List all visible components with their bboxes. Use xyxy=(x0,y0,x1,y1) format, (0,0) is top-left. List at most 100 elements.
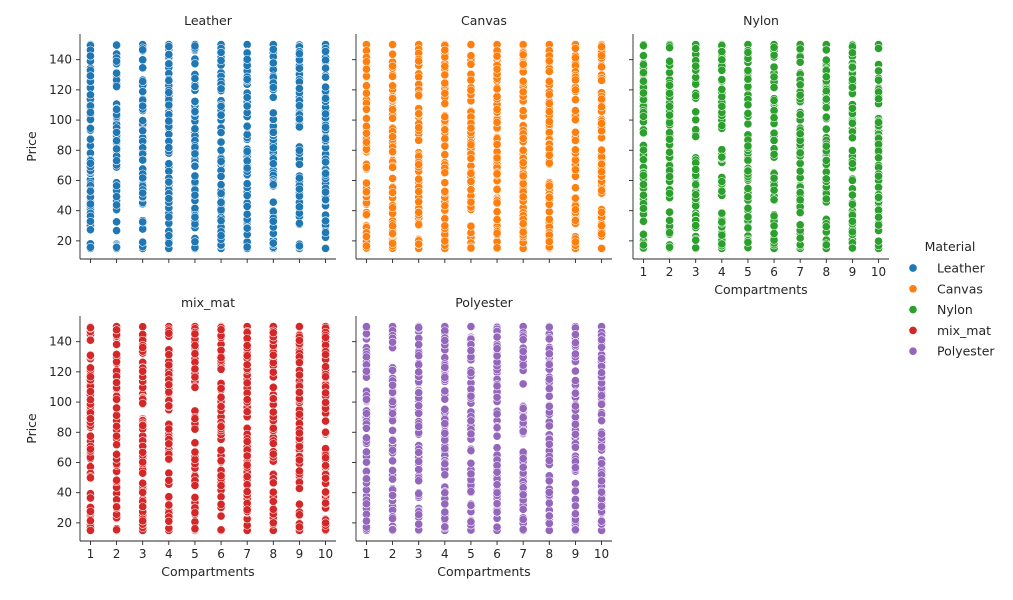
data-point xyxy=(86,108,95,117)
data-point xyxy=(414,448,424,457)
data-point xyxy=(440,386,450,396)
data-point xyxy=(639,155,648,165)
data-point xyxy=(190,59,200,69)
data-point xyxy=(544,158,554,168)
data-point xyxy=(717,152,727,162)
data-point xyxy=(112,449,121,459)
data-point xyxy=(362,322,371,331)
data-point xyxy=(795,195,805,205)
data-point xyxy=(321,216,330,226)
data-point xyxy=(190,455,200,464)
data-point xyxy=(717,208,727,218)
data-point xyxy=(86,516,95,526)
data-point xyxy=(112,411,121,420)
data-point xyxy=(164,500,174,510)
y-tick-label: 100 xyxy=(49,395,72,409)
data-point xyxy=(362,241,371,251)
data-point xyxy=(295,484,304,493)
data-point xyxy=(440,428,450,438)
legend-title: Material xyxy=(925,239,976,254)
data-point xyxy=(86,473,95,483)
y-tick-label: 20 xyxy=(57,516,72,530)
data-point xyxy=(138,502,148,511)
data-point xyxy=(164,76,174,85)
data-point xyxy=(769,43,779,52)
y-tick-label: 100 xyxy=(49,113,72,127)
data-point xyxy=(544,214,554,224)
data-point xyxy=(639,128,648,138)
data-point xyxy=(717,217,727,227)
data-point xyxy=(295,122,304,132)
data-point xyxy=(138,217,148,227)
data-point xyxy=(216,525,226,535)
data-point xyxy=(743,156,753,165)
data-point xyxy=(665,118,674,127)
data-point xyxy=(86,216,95,226)
data-point xyxy=(492,499,502,509)
data-point xyxy=(321,109,330,119)
data-point xyxy=(112,127,121,137)
y-axis-label: Price xyxy=(24,131,39,162)
data-point xyxy=(242,395,252,404)
data-point xyxy=(268,44,278,54)
data-point xyxy=(362,409,371,418)
data-point xyxy=(414,351,424,361)
data-point xyxy=(216,128,226,137)
data-point xyxy=(544,67,554,76)
data-point xyxy=(295,63,304,73)
data-point xyxy=(164,360,174,370)
data-point xyxy=(571,205,580,215)
data-point xyxy=(466,517,476,527)
data-point xyxy=(242,460,252,470)
data-point xyxy=(769,106,779,115)
data-point xyxy=(571,463,580,473)
data-point xyxy=(321,244,330,253)
data-point xyxy=(112,394,121,404)
data-point xyxy=(86,71,95,81)
data-point xyxy=(665,102,674,111)
data-point xyxy=(597,221,606,231)
data-point xyxy=(743,119,753,129)
data-point xyxy=(571,165,580,175)
data-point xyxy=(164,59,174,69)
data-point xyxy=(86,186,95,196)
data-point xyxy=(268,159,278,169)
data-point xyxy=(268,423,278,433)
data-point xyxy=(414,388,424,398)
data-point xyxy=(795,208,805,217)
data-point xyxy=(388,456,397,466)
data-point xyxy=(597,229,606,239)
data-point xyxy=(571,509,580,519)
data-point xyxy=(388,397,397,407)
data-point xyxy=(216,422,226,432)
x-tick-label: 9 xyxy=(572,547,580,561)
data-point xyxy=(597,76,606,85)
data-point xyxy=(691,180,701,190)
data-point xyxy=(112,325,121,335)
data-point xyxy=(665,110,674,120)
data-point xyxy=(388,81,397,91)
data-point xyxy=(639,240,648,250)
data-point xyxy=(440,112,450,122)
data-point xyxy=(492,153,502,163)
data-point xyxy=(112,242,121,252)
data-point xyxy=(795,129,805,139)
data-point xyxy=(821,124,831,134)
data-point xyxy=(544,117,554,126)
data-point xyxy=(571,53,580,63)
data-point xyxy=(414,401,424,411)
data-point xyxy=(295,522,304,532)
data-point xyxy=(440,187,450,196)
data-point xyxy=(242,351,252,361)
data-point xyxy=(388,514,397,523)
data-point xyxy=(362,433,371,443)
y-tick-label: 20 xyxy=(57,234,72,248)
data-point xyxy=(440,499,450,509)
data-point xyxy=(388,409,397,418)
data-point xyxy=(242,101,252,111)
data-point xyxy=(743,141,753,151)
facet-panel-Nylon: 1 2 3 4 5 6 7 8 9 10 Nylon Compartments xyxy=(629,13,889,297)
data-point xyxy=(440,488,450,498)
data-point xyxy=(295,466,304,476)
data-point xyxy=(242,202,252,211)
